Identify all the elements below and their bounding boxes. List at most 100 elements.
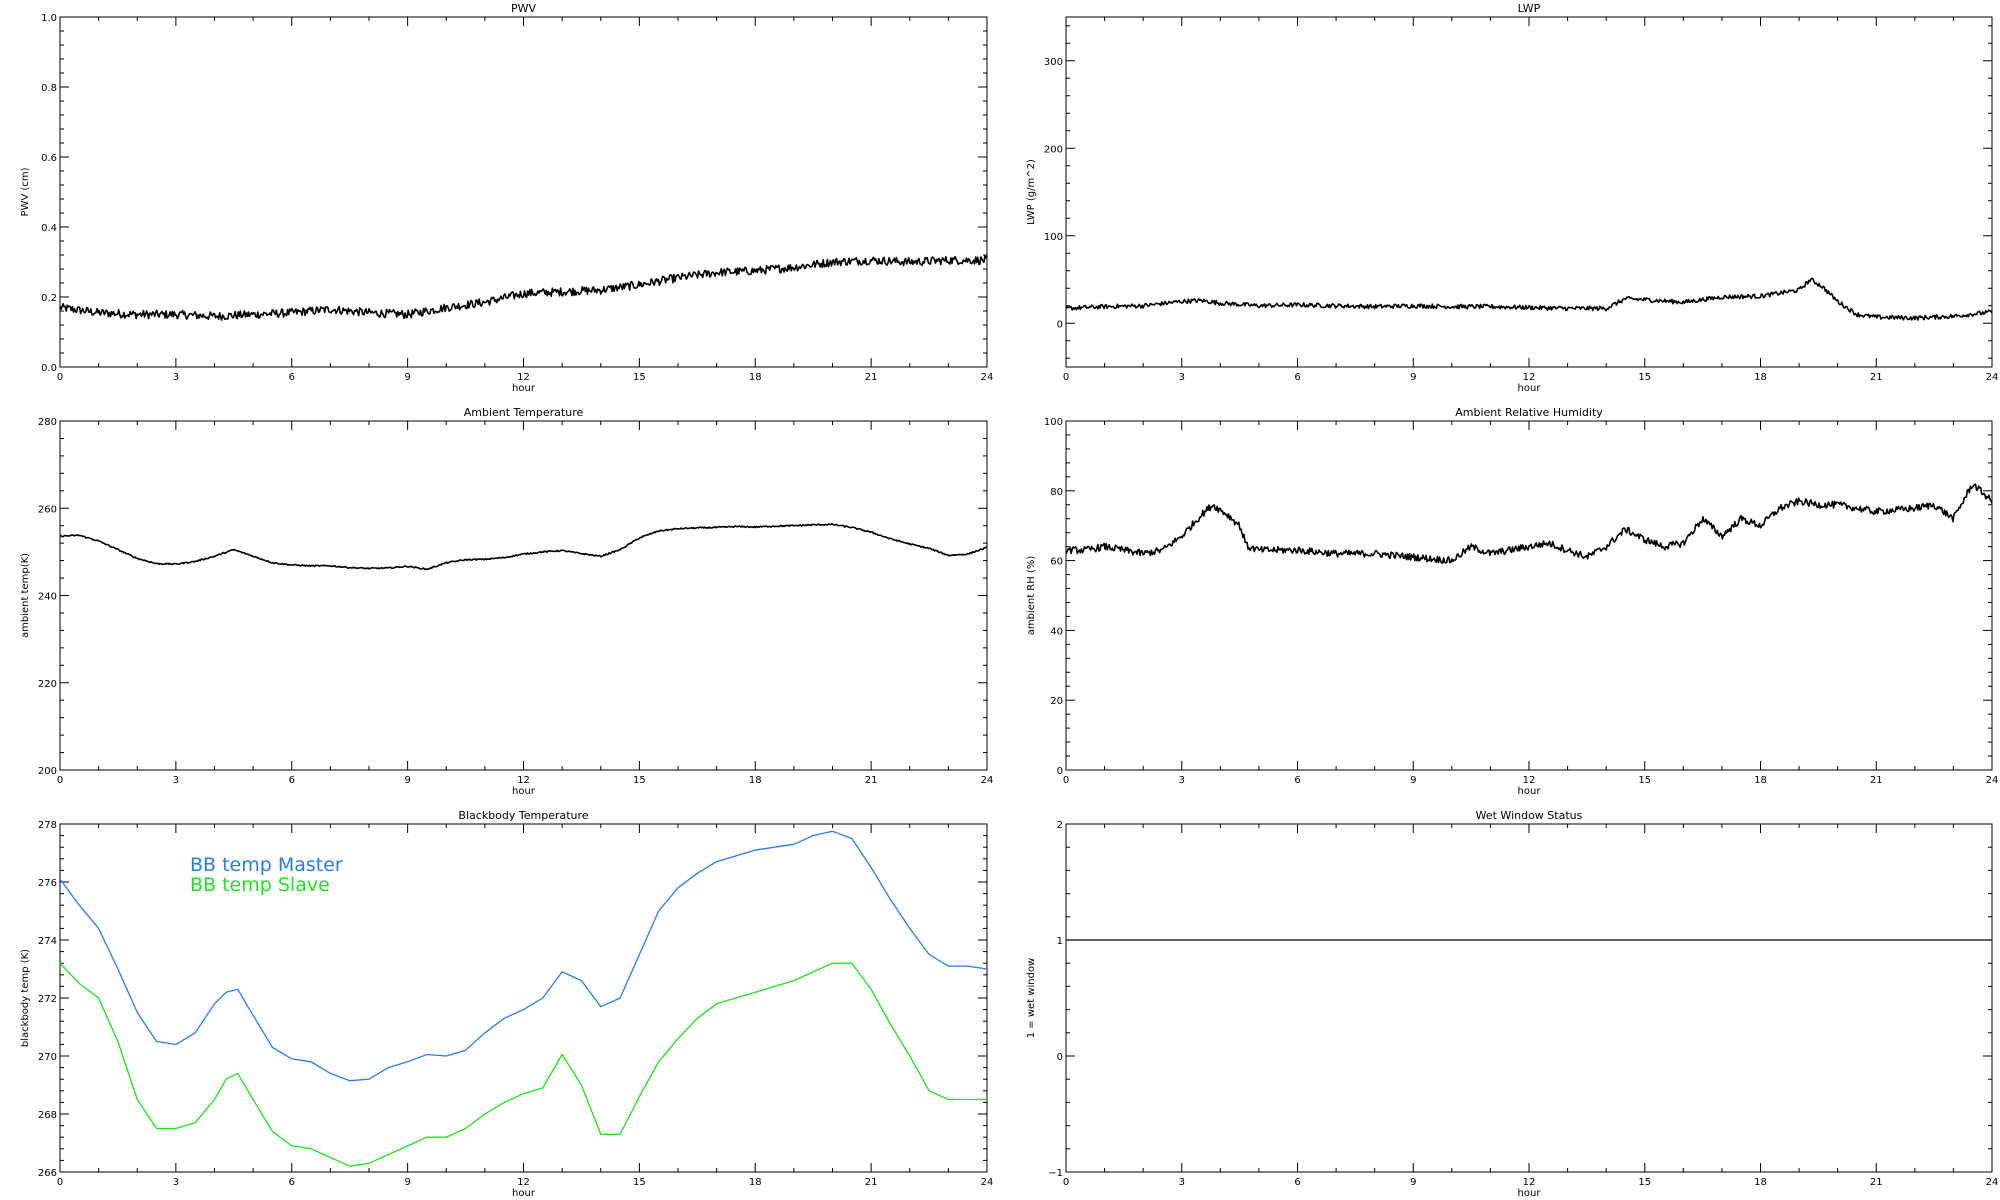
x-tick-label: 12 xyxy=(1523,1177,1536,1188)
y-tick-label: 2 xyxy=(1057,820,1063,831)
x-tick-label: 24 xyxy=(981,372,994,383)
y-tick-label: 260 xyxy=(38,504,57,515)
y-tick-label: 240 xyxy=(38,592,57,603)
plot-frame xyxy=(1065,420,1993,771)
y-tick-label: 100 xyxy=(1044,417,1063,428)
x-tick-label: 9 xyxy=(1410,1177,1416,1188)
x-tick-label: 0 xyxy=(1063,372,1069,383)
x-tick-label: 21 xyxy=(865,372,878,383)
x-axis-label: hour xyxy=(1518,383,1542,394)
plot-frame xyxy=(1065,823,1993,1173)
x-axis-label: hour xyxy=(1518,786,1542,797)
x-tick-label: 9 xyxy=(404,1177,410,1188)
x-tick-label: 15 xyxy=(633,775,646,786)
chart-title: Ambient Relative Humidity xyxy=(1455,406,1603,419)
y-tick-label: 274 xyxy=(38,936,57,947)
y-tick-label: 80 xyxy=(1050,487,1063,498)
x-tick-label: 6 xyxy=(1294,1177,1300,1188)
series-line-0 xyxy=(1065,277,1993,321)
y-tick-label: 20 xyxy=(1050,696,1063,707)
y-axis-label: 1 = wet window xyxy=(1026,958,1037,1038)
x-tick-label: 15 xyxy=(1638,775,1651,786)
x-tick-label: 0 xyxy=(57,775,63,786)
x-tick-label: 15 xyxy=(633,1177,646,1188)
plot-frame xyxy=(59,16,988,368)
x-tick-label: 24 xyxy=(981,1177,994,1188)
y-tick-label: 0 xyxy=(1057,766,1063,777)
chart-title: PWV xyxy=(511,2,537,15)
x-tick-label: 9 xyxy=(404,372,410,383)
y-tick-label: 0 xyxy=(1057,1052,1063,1063)
y-tick-label: 60 xyxy=(1050,557,1063,568)
series-line-0 xyxy=(1065,483,1993,564)
x-tick-label: 18 xyxy=(749,1177,762,1188)
y-tick-label: 0.8 xyxy=(41,83,57,94)
x-tick-label: 3 xyxy=(1179,372,1185,383)
x-tick-label: 3 xyxy=(1179,1177,1185,1188)
y-tick-label: 300 xyxy=(1044,57,1063,68)
x-tick-label: 3 xyxy=(1179,775,1185,786)
y-axis-label: blackbody temp (K) xyxy=(20,949,31,1047)
chart-panel-bbtemp: Blackbody Temperature 0 3 6 9 12 15 18 21 24 hour 2… xyxy=(20,809,993,1199)
y-tick-label: 266 xyxy=(38,1168,57,1179)
x-tick-label: 6 xyxy=(289,775,295,786)
chart-title: Blackbody Temperature xyxy=(458,809,588,822)
x-tick-label: 6 xyxy=(289,372,295,383)
series-line-0 xyxy=(59,830,988,1082)
x-tick-label: 6 xyxy=(1294,372,1300,383)
y-axis-label: ambient temp(K) xyxy=(20,553,31,638)
x-tick-label: 12 xyxy=(1523,775,1536,786)
x-tick-label: 24 xyxy=(1986,775,1999,786)
x-tick-label: 0 xyxy=(1063,1177,1069,1188)
x-axis-label: hour xyxy=(1518,1188,1542,1199)
x-tick-label: 24 xyxy=(1986,1177,1999,1188)
y-tick-label: 1 xyxy=(1057,936,1063,947)
y-axis-label: PWV (cm) xyxy=(20,167,31,216)
y-tick-label: 0.6 xyxy=(41,153,57,164)
y-axis-label: ambient RH (%) xyxy=(1026,556,1037,636)
x-tick-label: 18 xyxy=(1754,1177,1767,1188)
x-tick-label: 15 xyxy=(1638,372,1651,383)
x-tick-label: 12 xyxy=(1523,372,1536,383)
y-tick-label: −1 xyxy=(1048,1168,1063,1179)
x-tick-label: 21 xyxy=(865,775,878,786)
y-tick-label: 1.0 xyxy=(41,13,57,24)
chart-panel-pwv: PWV 0 3 6 9 12 15 18 21 24 hour 0.0 0.2 0.4 0.6 0.8 1.0 P… xyxy=(20,2,993,394)
y-tick-label: 0.4 xyxy=(41,223,57,234)
y-tick-label: 268 xyxy=(38,1110,57,1121)
x-tick-label: 18 xyxy=(749,775,762,786)
x-axis-label: hour xyxy=(512,383,536,394)
x-tick-label: 3 xyxy=(173,372,179,383)
y-tick-label: 0.0 xyxy=(41,363,57,374)
x-tick-label: 21 xyxy=(1870,372,1883,383)
y-tick-label: 0.2 xyxy=(41,293,57,304)
x-tick-label: 15 xyxy=(633,372,646,383)
x-tick-label: 15 xyxy=(1638,1177,1651,1188)
y-tick-label: 220 xyxy=(38,679,57,690)
x-tick-label: 0 xyxy=(57,372,63,383)
x-tick-label: 9 xyxy=(1410,775,1416,786)
y-tick-label: 272 xyxy=(38,994,57,1005)
series-line-0 xyxy=(59,523,988,571)
x-axis-label: hour xyxy=(512,1188,536,1199)
chart-title: Wet Window Status xyxy=(1476,809,1583,822)
x-tick-label: 0 xyxy=(57,1177,63,1188)
y-tick-label: 0 xyxy=(1057,319,1063,330)
chart-title: LWP xyxy=(1518,2,1541,15)
legend-entry-1: BB temp Slave xyxy=(190,874,330,896)
chart-panel-ambtemp: Ambient Temperature 0 3 6 9 12 15 18 21 24 hour 200… xyxy=(20,406,993,797)
y-tick-label: 200 xyxy=(38,766,57,777)
plot-frame xyxy=(59,420,988,771)
x-tick-label: 24 xyxy=(981,775,994,786)
y-tick-label: 40 xyxy=(1050,626,1063,637)
x-tick-label: 9 xyxy=(404,775,410,786)
y-tick-label: 100 xyxy=(1044,232,1063,243)
x-tick-label: 21 xyxy=(865,1177,878,1188)
y-tick-label: 276 xyxy=(38,878,57,889)
y-tick-label: 280 xyxy=(38,417,57,428)
plot-frame xyxy=(1065,16,1993,368)
x-tick-label: 21 xyxy=(1870,775,1883,786)
y-tick-label: 200 xyxy=(1044,144,1063,155)
